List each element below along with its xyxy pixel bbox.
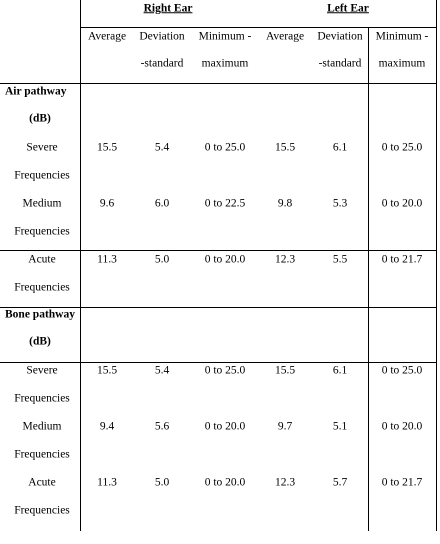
column-header: maximum: [378, 57, 426, 70]
section-title: Bone pathway: [5, 308, 75, 321]
column-header: Deviation: [317, 30, 363, 43]
cell: 6.1: [332, 363, 348, 376]
cell: 0 to 25.0: [381, 140, 423, 153]
cell: 9.8: [277, 196, 293, 209]
row-label: Frequencies: [14, 447, 70, 460]
cell: 6.1: [332, 140, 348, 153]
cell: 5.4: [154, 140, 170, 153]
cell: 15.5: [96, 140, 118, 153]
column-header: Minimum -: [375, 30, 429, 43]
cell: 12.3: [274, 252, 296, 265]
row-label: Acute: [28, 475, 56, 488]
row-label: Medium: [22, 419, 62, 432]
cell: 0 to 20.0: [381, 419, 423, 432]
cell: 0 to 20.0: [204, 252, 246, 265]
row-label: Frequencies: [14, 280, 70, 293]
cell: 5.1: [332, 419, 348, 432]
cell: 5.4: [154, 363, 170, 376]
row-label: Frequencies: [14, 168, 70, 181]
cell: 5.6: [154, 419, 170, 432]
column-header: -standard: [318, 57, 362, 70]
cell: 0 to 21.7: [381, 252, 423, 265]
cell: 0 to 25.0: [381, 363, 423, 376]
row-label: Medium: [22, 196, 62, 209]
cell: 12.3: [274, 475, 296, 488]
row-label: Frequencies: [14, 503, 70, 516]
cell: 0 to 20.0: [381, 196, 423, 209]
row-label: Severe: [26, 363, 58, 376]
rule: [0, 362, 437, 363]
group-header: Left Ear: [327, 2, 369, 15]
cell: 15.5: [274, 363, 296, 376]
cell: 0 to 25.0: [204, 140, 246, 153]
row-label: Severe: [26, 140, 58, 153]
cell: 0 to 20.0: [204, 475, 246, 488]
cell: 5.0: [154, 475, 170, 488]
cell: 15.5: [274, 140, 296, 153]
column-header: maximum: [201, 57, 249, 70]
cell: 11.3: [97, 475, 117, 488]
cell: 0 to 20.0: [204, 419, 246, 432]
cell: 9.4: [99, 419, 115, 432]
section-title: (dB): [29, 112, 51, 125]
cell: 15.5: [96, 363, 118, 376]
cell: 5.3: [332, 196, 348, 209]
row-label: Acute: [28, 252, 56, 265]
row-label: Frequencies: [14, 224, 70, 237]
section-title: Air pathway: [5, 85, 67, 98]
cell: 0 to 21.7: [381, 475, 423, 488]
rule: [80, 0, 81, 531]
column-header: Average: [87, 30, 127, 43]
column-header: -standard: [140, 57, 184, 70]
section-title: (dB): [29, 335, 51, 348]
cell: 9.6: [99, 196, 115, 209]
row-label: Frequencies: [14, 391, 70, 404]
column-header: Deviation: [139, 30, 185, 43]
column-header: Minimum -: [198, 30, 252, 43]
cell: 6.0: [154, 196, 170, 209]
group-header: Right Ear: [143, 2, 193, 15]
cell: 0 to 25.0: [204, 363, 246, 376]
rule: [0, 250, 437, 251]
cell: 0 to 22.5: [204, 196, 246, 209]
rule: [0, 307, 437, 308]
cell: 11.3: [97, 252, 117, 265]
rule: [436, 0, 437, 531]
rule: [80, 27, 437, 28]
cell: 5.7: [332, 475, 348, 488]
rule: [0, 83, 437, 84]
rule: [368, 27, 369, 531]
cell: 5.0: [154, 252, 170, 265]
cell: 9.7: [277, 419, 293, 432]
cell: 5.5: [332, 252, 348, 265]
column-header: Average: [265, 30, 305, 43]
